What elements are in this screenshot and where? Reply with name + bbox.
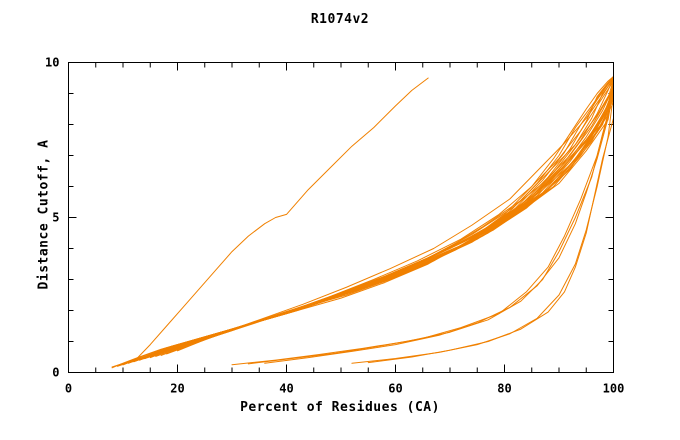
data-curve — [117, 74, 614, 367]
tick-label: 40 — [279, 382, 293, 396]
data-curve — [133, 74, 614, 363]
data-curve — [111, 74, 614, 368]
data-curve — [264, 74, 614, 364]
tick-label: 60 — [388, 382, 402, 396]
data-curve — [133, 74, 614, 363]
data-curve — [138, 74, 614, 361]
data-curve — [127, 74, 614, 364]
axis-frame — [68, 62, 614, 373]
data-curve — [117, 74, 614, 367]
data-curve — [177, 74, 614, 352]
data-curve — [231, 74, 614, 366]
data-curve — [122, 74, 614, 366]
data-curve — [367, 74, 614, 364]
data-curve — [144, 74, 614, 360]
tick-label: 20 — [170, 382, 184, 396]
x-axis-label: Percent of Residues (CA) — [240, 400, 440, 415]
data-curve — [138, 74, 614, 360]
data-curve — [166, 74, 614, 355]
tick-label: 0 — [65, 382, 72, 396]
tick-label: 100 — [603, 382, 625, 396]
chart-title: R1074v2 — [310, 12, 370, 27]
y-axis-label: Distance Cutoff, A — [36, 139, 52, 290]
data-curve — [138, 74, 614, 361]
data-curve — [160, 74, 614, 356]
axis-ticks — [68, 62, 614, 373]
tick-label: 80 — [497, 382, 511, 396]
tick-label: 10 — [45, 56, 59, 70]
data-curve — [127, 74, 614, 364]
tick-label: 5 — [52, 211, 59, 225]
data-curve — [122, 74, 614, 366]
data-curve — [133, 77, 429, 363]
data-curve — [149, 74, 614, 359]
data-curve — [111, 74, 614, 369]
tick-label: 0 — [52, 366, 59, 380]
data-curve — [122, 74, 614, 365]
data-curve — [144, 74, 614, 360]
data-curve — [247, 74, 614, 365]
data-curve — [133, 74, 614, 362]
data-curve — [127, 74, 614, 364]
data-curves — [111, 74, 614, 369]
tick-labels: 0 20 40 60 80 100 0 5 10 — [45, 56, 624, 396]
